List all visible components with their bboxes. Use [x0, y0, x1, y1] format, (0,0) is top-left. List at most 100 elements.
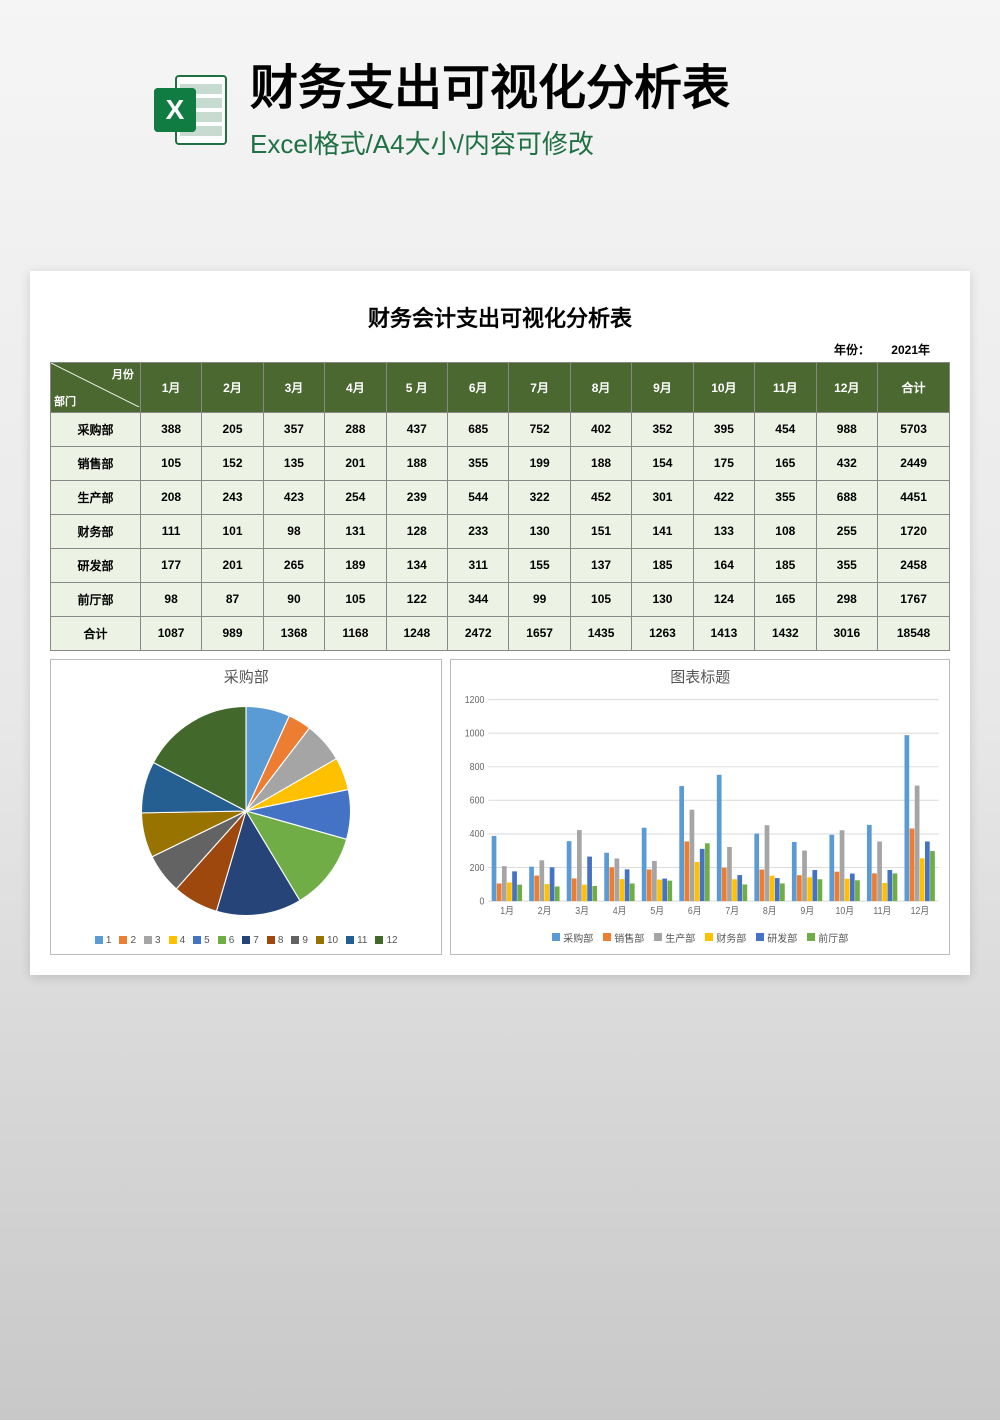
month-header: 9月: [632, 362, 693, 412]
total-cell: 2472: [448, 616, 509, 650]
pie-legend-item: 9: [291, 935, 308, 946]
svg-text:6月: 6月: [688, 905, 702, 916]
data-cell: 205: [202, 412, 263, 446]
table-row: 财务部1111019813112823313015114113310825517…: [51, 514, 950, 548]
month-header: 10月: [693, 362, 754, 412]
total-cell: 1087: [140, 616, 201, 650]
data-cell: 128: [386, 514, 447, 548]
data-cell: 402: [570, 412, 631, 446]
data-cell: 108: [755, 514, 816, 548]
bar-legend-item: 前厅部: [807, 930, 848, 945]
pie-chart: 采购部 123456789101112: [50, 659, 442, 955]
data-cell: 135: [263, 446, 324, 480]
pie-legend-item: 4: [169, 935, 186, 946]
table-row: 生产部2082434232542395443224523014223556884…: [51, 480, 950, 514]
data-cell: 301: [632, 480, 693, 514]
table-body: 采购部3882053572884376857524023523954549885…: [51, 412, 950, 650]
svg-text:10月: 10月: [836, 905, 855, 916]
page-subtitle: Excel格式/A4大小/内容可修改: [250, 124, 730, 161]
year-value: 2021年: [891, 343, 930, 357]
dept-cell: 前厅部: [51, 582, 141, 616]
data-cell: 752: [509, 412, 570, 446]
table-row: 前厅部988790105122344991051301241652981767: [51, 582, 950, 616]
total-cell: 18548: [878, 616, 950, 650]
table-row: 采购部3882053572884376857524023523954549885…: [51, 412, 950, 446]
data-cell: 105: [140, 446, 201, 480]
data-cell: 355: [816, 548, 878, 582]
svg-text:800: 800: [470, 761, 485, 772]
data-cell: 432: [816, 446, 878, 480]
data-cell: 388: [140, 412, 201, 446]
data-cell: 188: [386, 446, 447, 480]
data-cell: 90: [263, 582, 324, 616]
page-header: X 财务支出可视化分析表 Excel格式/A4大小/内容可修改: [0, 0, 1000, 181]
pie-legend-item: 12: [375, 935, 397, 946]
data-cell: 98: [140, 582, 201, 616]
data-cell: 130: [632, 582, 693, 616]
data-cell: 185: [632, 548, 693, 582]
data-cell: 1767: [878, 582, 950, 616]
data-cell: 2449: [878, 446, 950, 480]
data-cell: 99: [509, 582, 570, 616]
month-header: 7月: [509, 362, 570, 412]
total-header: 合计: [878, 362, 950, 412]
pie-legend-item: 10: [316, 935, 338, 946]
data-cell: 208: [140, 480, 201, 514]
data-cell: 151: [570, 514, 631, 548]
total-cell: 1168: [325, 616, 386, 650]
total-cell: 1657: [509, 616, 570, 650]
data-cell: 201: [202, 548, 263, 582]
month-header: 11月: [755, 362, 816, 412]
pie-legend-item: 3: [144, 935, 161, 946]
data-cell: 1720: [878, 514, 950, 548]
data-cell: 243: [202, 480, 263, 514]
data-cell: 322: [509, 480, 570, 514]
data-cell: 4451: [878, 480, 950, 514]
month-header: 4月: [325, 362, 386, 412]
data-cell: 454: [755, 412, 816, 446]
data-cell: 199: [509, 446, 570, 480]
corner-dept: 部门: [54, 393, 76, 409]
svg-text:4月: 4月: [613, 905, 627, 916]
data-cell: 201: [325, 446, 386, 480]
page-title: 财务支出可视化分析表: [250, 60, 730, 118]
month-header: 12月: [816, 362, 878, 412]
total-cell: 3016: [816, 616, 878, 650]
pie-legend-item: 2: [119, 935, 136, 946]
month-header: 8月: [570, 362, 631, 412]
charts-row: 采购部 123456789101112 图表标题 020040060080010…: [50, 659, 950, 955]
pie-legend: 123456789101112: [55, 931, 437, 950]
data-cell: 130: [509, 514, 570, 548]
excel-sheet: 财务会计支出可视化分析表 年份： 2021年 月份 部门 1月2月3月4月5 月…: [30, 271, 970, 975]
data-cell: 134: [386, 548, 447, 582]
total-cell: 989: [202, 616, 263, 650]
svg-text:11月: 11月: [874, 905, 892, 916]
pie-title: 采购部: [55, 666, 437, 687]
sheet-title: 财务会计支出可视化分析表: [50, 301, 950, 333]
data-cell: 165: [755, 582, 816, 616]
data-cell: 422: [693, 480, 754, 514]
data-cell: 185: [755, 548, 816, 582]
data-cell: 233: [448, 514, 509, 548]
data-cell: 137: [570, 548, 631, 582]
table-row: 销售部1051521352011883551991881541751654322…: [51, 446, 950, 480]
data-cell: 254: [325, 480, 386, 514]
data-cell: 188: [570, 446, 631, 480]
data-cell: 355: [448, 446, 509, 480]
data-cell: 352: [632, 412, 693, 446]
bar-legend-item: 研发部: [756, 930, 797, 945]
pie-legend-item: 7: [242, 935, 259, 946]
data-cell: 189: [325, 548, 386, 582]
data-cell: 87: [202, 582, 263, 616]
data-cell: 5703: [878, 412, 950, 446]
bar-legend-item: 采购部: [552, 930, 593, 945]
data-table: 月份 部门 1月2月3月4月5 月6月7月8月9月10月11月12月合计 采购部…: [50, 362, 950, 651]
data-cell: 255: [816, 514, 878, 548]
data-cell: 141: [632, 514, 693, 548]
pie-legend-item: 1: [95, 935, 112, 946]
bar-title: 图表标题: [455, 666, 945, 687]
data-cell: 175: [693, 446, 754, 480]
data-cell: 298: [816, 582, 878, 616]
total-cell: 1368: [263, 616, 324, 650]
table-row: 研发部1772012651891343111551371851641853552…: [51, 548, 950, 582]
